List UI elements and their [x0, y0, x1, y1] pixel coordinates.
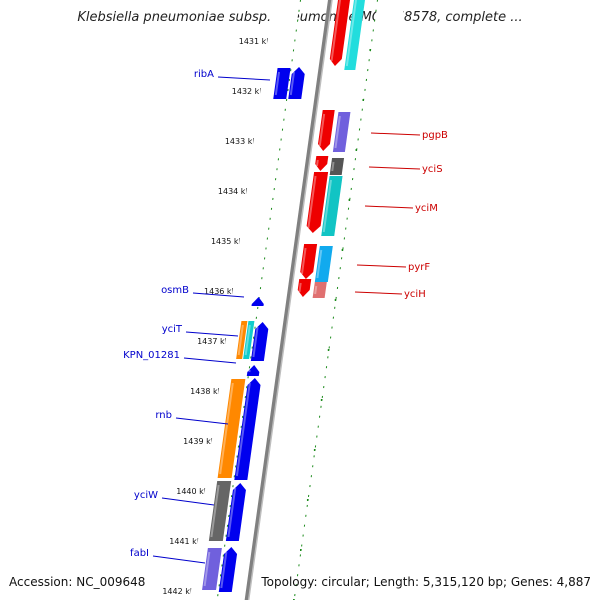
gene-box-pyrF-cds-shine: [316, 249, 323, 279]
gene-box-ribA-cds: [273, 68, 291, 99]
gene-box-ribA-cds-shine: [274, 71, 280, 96]
gene-arrow-ribA-shine: [289, 71, 295, 96]
backbone-line: [244, 0, 333, 600]
gene-label-osmB: osmB: [161, 285, 189, 296]
gene-label-yciH: yciH: [404, 289, 426, 300]
gene-box-pgpB-cds-shine: [334, 115, 341, 149]
axis-tick-label: 1432 kbp: [232, 87, 270, 96]
gene-arrow-pyrF-shine: [300, 247, 307, 275]
gene-arrow-ribA: [288, 67, 305, 99]
gene-arrow-yciW-shine: [227, 487, 237, 538]
axis-tick-label: 1440 kbp: [176, 487, 214, 496]
label-leader-line: [354, 291, 403, 295]
label-leader-line: [364, 205, 414, 209]
gene-box-top-cyan-shine: [345, 0, 358, 67]
genome-summary-text: Topology: circular; Length: 5,315,120 bp…: [261, 575, 591, 589]
gene-label-KPN_01281: KPN_01281: [123, 350, 180, 361]
backbone-shadow: [247, 0, 333, 600]
label-leader-line: [370, 132, 421, 136]
right-track-band: [294, 0, 405, 600]
gene-arrow-rnb-shine: [235, 382, 251, 477]
gene-label-fabI: fabI: [130, 548, 149, 559]
map-title: Klebsiella pneumoniae subsp. pneumoniae …: [77, 10, 523, 25]
gene-arrow-pyrF: [300, 244, 318, 279]
gene-arrow-fabI-shine: [220, 551, 228, 589]
axis-tick-label: 1439 kbp: [183, 437, 221, 446]
axis-tick-label: 1436 kbp: [204, 287, 242, 296]
gene-arrow-pgpB-shine: [318, 113, 326, 147]
gene-box-yciS-cds-shine: [331, 161, 335, 172]
gene-label-rnb: rnb: [155, 410, 172, 421]
gene-arrow-top-red-shine: [330, 0, 342, 62]
gene-box-fabI-cds-shine: [203, 551, 211, 587]
feature-layer: [189, 0, 405, 600]
gene-box-yciT-a-shine: [237, 324, 244, 356]
gene-arrow-pgpB: [317, 110, 335, 151]
gene-box-yciS-cds: [329, 158, 345, 175]
left-track-band: [189, 0, 300, 600]
gene-box-pyrF-cds: [314, 246, 333, 282]
gene-box-top-cyan: [344, 0, 365, 70]
gene-box-yciM-cds-shine: [322, 179, 332, 233]
gene-label-pyrF: pyrF: [408, 262, 430, 273]
label-leader-line: [217, 76, 271, 81]
gene-arrow-yciW: [225, 483, 246, 541]
gene-arrow-fabI: [218, 547, 238, 592]
gene-box-yciM-cds: [321, 176, 343, 236]
label-leader-line: [185, 331, 239, 337]
gene-arrow-yciH: [297, 279, 312, 297]
axis-tick-label: 1431 kbp: [239, 37, 277, 46]
gene-arrow-yciS-shine: [315, 159, 319, 167]
gene-box-yciW-cds: [208, 481, 232, 541]
axis-tick-label: 1433 kbp: [225, 137, 263, 146]
label-leader-line: [175, 417, 229, 425]
label-leader-line: [152, 555, 206, 564]
label-leader-line: [183, 357, 237, 364]
gene-arrow-top-red: [329, 0, 350, 66]
gene-box-rnb-cds: [217, 379, 246, 478]
gene-box-yciH-cds: [312, 282, 327, 298]
gene-box-rnb-cds-shine: [219, 382, 234, 475]
gene-box-pgpB-cds: [332, 112, 351, 152]
axis-tick-label: 1434 kbp: [218, 187, 256, 196]
gene-arrow-KPN_01281: [246, 365, 260, 376]
gene-box-yciH-cds-shine: [314, 285, 318, 295]
gene-box-yciT-a: [236, 321, 248, 359]
gene-label-yciS: yciS: [422, 164, 443, 175]
gene-label-yciW: yciW: [134, 490, 158, 501]
axis-tick-label: 1438 kbp: [190, 387, 228, 396]
gene-arrow-yciT: [250, 322, 269, 361]
gene-arrow-yciM-shine: [307, 175, 317, 229]
axis-tick-label: 1442 kbp: [162, 587, 200, 596]
axis-tick-label: 1435 kbp: [211, 237, 249, 246]
gene-box-fabI-cds: [202, 548, 222, 590]
axis-tick-label: 1437 kbp: [197, 337, 235, 346]
gene-arrow-yciM: [306, 172, 329, 233]
label-leader-line: [161, 497, 215, 506]
gene-arrow-yciH-shine: [298, 282, 302, 293]
gene-label-yciT: yciT: [162, 324, 183, 335]
gene-label-ribA: ribA: [194, 69, 214, 80]
gene-box-yciT-b: [243, 321, 255, 359]
label-leader-line: [192, 292, 245, 298]
gene-box-yciT-b-shine: [244, 324, 251, 356]
accession-text: Accession: NC_009648: [9, 575, 146, 589]
label-leader-line: [356, 264, 407, 268]
axis-tick-label: 1441 kbp: [169, 537, 207, 546]
gene-arrow-yciS: [315, 156, 329, 171]
label-leader-line: [368, 166, 421, 170]
gene-arrow-yciT-shine: [252, 326, 259, 358]
gene-label-yciM: yciM: [415, 203, 438, 214]
gene-box-yciW-cds-shine: [210, 484, 220, 538]
gene-arrow-osmB: [251, 297, 264, 306]
gene-arrow-rnb: [234, 378, 261, 480]
gene-label-pgpB: pgpB: [422, 130, 448, 141]
